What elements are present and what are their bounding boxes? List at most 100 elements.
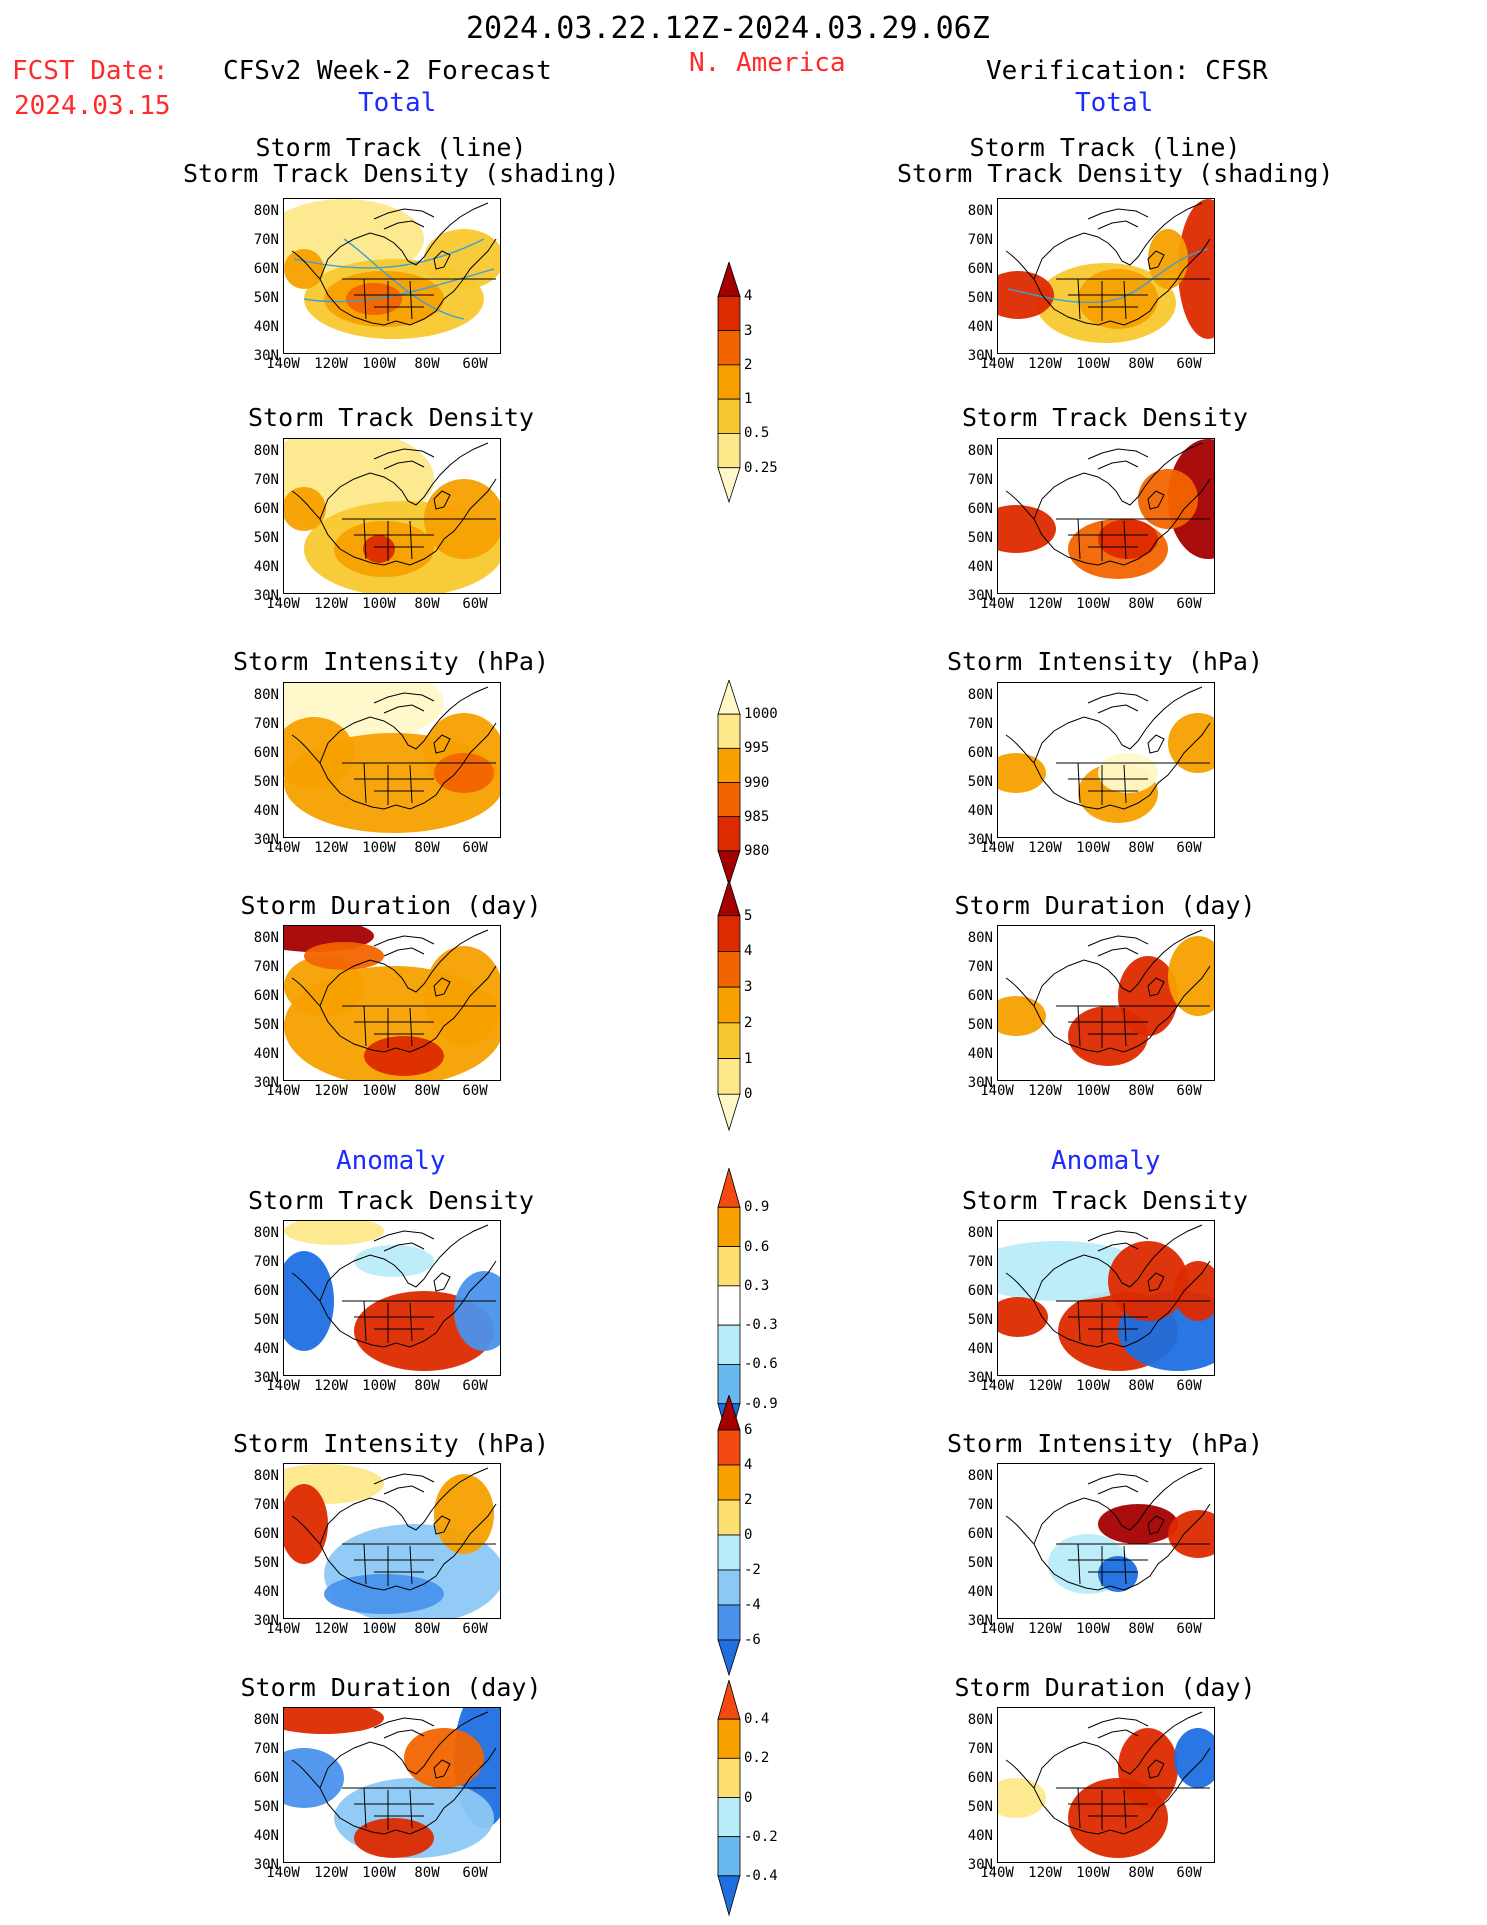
colorbar-label: 1: [744, 391, 753, 408]
lat-tick-label: 80N: [253, 1712, 279, 1728]
panel-title: Storm Duration (day): [240, 1673, 542, 1702]
colorbar-segment: [717, 1499, 741, 1536]
shading-blob: [1098, 519, 1158, 559]
colorbar-segment: [717, 433, 741, 469]
lon-tick-label: 140W: [980, 840, 1014, 856]
shading-blob: [434, 753, 494, 793]
lat-tick-label: 50N: [253, 530, 279, 546]
fcst-date-label: FCST Date:: [12, 56, 169, 86]
lon-tick-label: 140W: [266, 1865, 300, 1881]
colorbar-label: 0.4: [744, 1711, 770, 1728]
map-canvas: [284, 439, 500, 593]
lon-tick-label: 120W: [314, 356, 348, 372]
colorbar-segment: [717, 1757, 741, 1798]
lat-tick-label: 70N: [253, 1741, 279, 1757]
lat-tick-label: 40N: [967, 1584, 993, 1600]
shading-blob: [354, 1818, 434, 1858]
colorbar-label: 980: [744, 842, 770, 859]
colorbar-segment: [717, 1324, 741, 1365]
lon-tick-label: 80W: [414, 596, 440, 612]
lat-tick-label: 80N: [253, 687, 279, 703]
panel-title: Storm Track Density: [248, 403, 534, 432]
colorbar-label: 6: [744, 1422, 753, 1438]
map-panel: [997, 198, 1215, 354]
map-canvas: [998, 1711, 1214, 1858]
lon-tick-label: 60W: [1176, 1621, 1202, 1637]
lat-tick-label: 80N: [253, 1225, 279, 1241]
lat-tick-label: 40N: [967, 1828, 993, 1844]
colorbar-segment: [717, 1206, 741, 1247]
colorbar-segment: [717, 467, 741, 504]
map-canvas: [284, 1708, 500, 1858]
lon-tick-label: 60W: [1176, 596, 1202, 612]
lat-tick-label: 30N: [253, 1857, 279, 1873]
lat-tick-label: 60N: [967, 1526, 993, 1542]
colorbar-label: 0.6: [744, 1238, 770, 1255]
shading-blob: [304, 942, 384, 970]
lon-tick-label: 100W: [1076, 840, 1110, 856]
coastline: [1005, 686, 1211, 810]
coastline: [291, 1467, 497, 1591]
lat-tick-label: 50N: [253, 1017, 279, 1033]
lon-tick-label: 120W: [314, 1621, 348, 1637]
shading-blob: [1148, 229, 1188, 289]
lat-tick-label: 30N: [253, 348, 279, 364]
panel-title: Storm Intensity (hPa): [232, 647, 550, 676]
map-panel: [997, 925, 1215, 1081]
shading-blob: [364, 1036, 444, 1076]
lon-tick-label: 120W: [1028, 1378, 1062, 1394]
map-panel: [997, 1707, 1215, 1863]
lat-tick-label: 60N: [253, 261, 279, 277]
colorbar-label: -0.2: [744, 1828, 778, 1845]
colorbar-segment: [717, 1836, 741, 1877]
colorbar-segment: [717, 1022, 741, 1059]
left-anomaly-label: Anomaly: [336, 1146, 446, 1176]
lat-tick-label: 80N: [967, 203, 993, 219]
lon-tick-label: 100W: [1076, 596, 1110, 612]
shading-blob: [284, 1221, 384, 1245]
panel-title: Storm Track (line) Storm Track Density (…: [183, 133, 620, 189]
colorbar-segment: [717, 951, 741, 988]
shading-blob: [363, 535, 395, 563]
lat-tick-label: 40N: [253, 803, 279, 819]
lon-tick-label: 100W: [362, 1378, 396, 1394]
colorbar-segment: [717, 398, 741, 434]
lat-tick-label: 40N: [967, 559, 993, 575]
lat-tick-label: 50N: [967, 1555, 993, 1571]
right-anomaly-label: Anomaly: [1051, 1146, 1161, 1176]
colorbar-segment: [717, 1875, 741, 1917]
lat-tick-label: 70N: [967, 232, 993, 248]
colorbar-label: 5: [744, 907, 753, 924]
lat-tick-label: 60N: [253, 988, 279, 1004]
shading-blob: [1174, 1261, 1214, 1321]
lat-tick-label: 30N: [967, 348, 993, 364]
map-canvas: [998, 439, 1214, 579]
shading-blob: [354, 1245, 434, 1277]
lon-tick-label: 100W: [362, 356, 396, 372]
lon-tick-label: 100W: [1076, 356, 1110, 372]
colorbar-segment: [717, 330, 741, 366]
coastline: [1005, 1467, 1211, 1591]
colorbar-label: 1000: [744, 706, 778, 723]
colorbar: [717, 1395, 741, 1677]
lat-tick-label: 70N: [253, 472, 279, 488]
lat-tick-label: 30N: [967, 832, 993, 848]
lon-tick-label: 120W: [314, 1865, 348, 1881]
shading-blob: [998, 271, 1054, 319]
colorbar-label: 4: [744, 1457, 753, 1473]
colorbar-label: 0.3: [744, 1277, 770, 1294]
panel-title: Storm Track (line) Storm Track Density (…: [897, 133, 1334, 189]
colorbar-segment: [717, 1680, 741, 1720]
lat-tick-label: 60N: [967, 988, 993, 1004]
shading-blob: [434, 1474, 494, 1554]
lat-tick-label: 80N: [253, 930, 279, 946]
lon-tick-label: 80W: [1128, 1378, 1154, 1394]
map-canvas: [284, 683, 500, 833]
lat-tick-label: 80N: [253, 1468, 279, 1484]
lon-tick-label: 140W: [266, 1083, 300, 1099]
lat-tick-label: 40N: [253, 559, 279, 575]
map-panel: [283, 925, 501, 1081]
panel-title: Storm Intensity (hPa): [946, 647, 1264, 676]
lon-tick-label: 140W: [266, 1378, 300, 1394]
colorbar-segment: [717, 1464, 741, 1501]
